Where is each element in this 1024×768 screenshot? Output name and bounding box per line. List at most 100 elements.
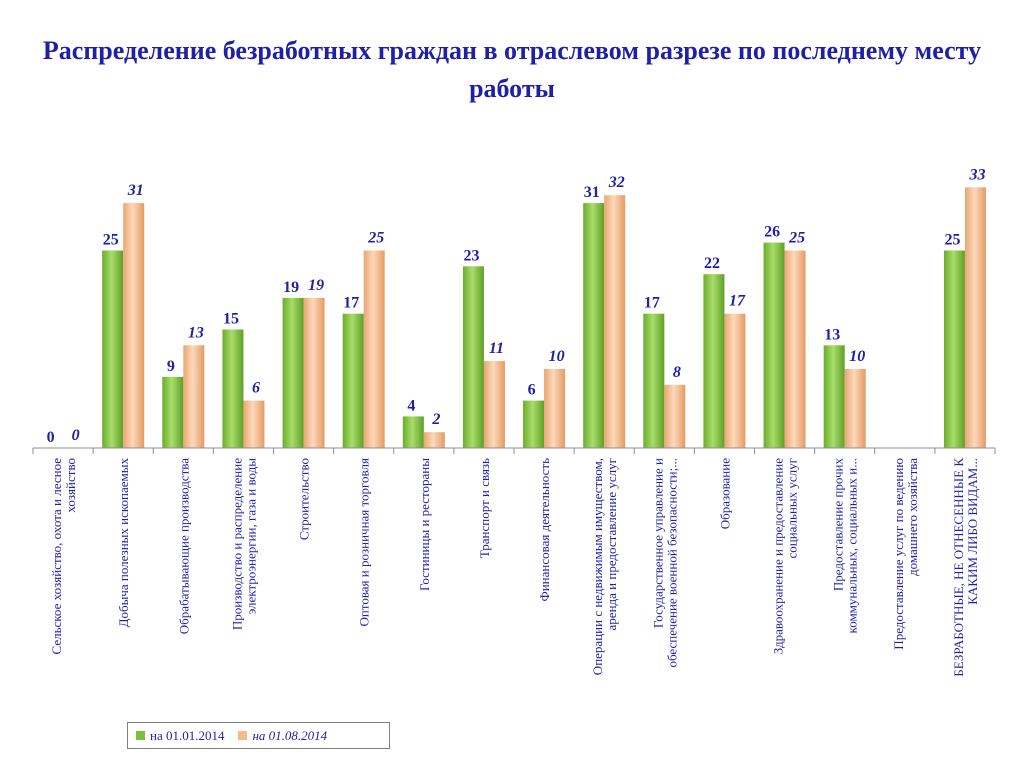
data-label-series1: 25 <box>103 232 119 249</box>
category-label-line: аренда и предоставление услуг <box>604 458 619 630</box>
category-label: Добыча полезных ископаемых <box>116 458 131 628</box>
category-label-line: Оптовая и розничная торговля <box>357 458 372 627</box>
legend: на 01.01.2014 на 01.08.2014 <box>127 722 390 749</box>
bar-series2 <box>964 187 986 449</box>
legend-label-series1: на 01.01.2014 <box>150 727 225 743</box>
data-label-series2: 32 <box>608 174 625 191</box>
category-label-line: Сельское хозяйство, охота и лесное <box>49 458 64 655</box>
category-label: Обрабатывающие производства <box>176 458 191 634</box>
legend-swatch-green <box>136 731 145 740</box>
data-label-series2: 11 <box>489 340 504 357</box>
category-label: Здравоохранение и предоставление социальн… <box>771 458 800 654</box>
data-label-series1: 4 <box>407 397 415 414</box>
bar-series2 <box>423 432 445 448</box>
data-label-series2: 17 <box>729 293 746 310</box>
data-label-series1: 15 <box>223 311 239 328</box>
bar-series2 <box>724 313 746 448</box>
category-label-line: Производство и распределение <box>229 458 244 630</box>
bar-series1 <box>102 250 124 448</box>
bar-series2 <box>123 203 145 448</box>
data-label-series2: 0 <box>72 427 80 444</box>
bar-series1 <box>342 313 364 448</box>
bar-series2 <box>664 384 686 448</box>
bar-series2 <box>183 345 205 448</box>
data-label-series1: 6 <box>528 382 536 399</box>
data-labels-group: 0 0 25 31 9 13 15 6 19 19 17 25 42 23 11 6 10 31 32 17 8 22 17… <box>47 166 986 446</box>
category-label: БЕЗРАБОТНЫЕ, НЕ ОТНЕСЕННЫЕ К КАКИМ ЛИБО В… <box>951 458 980 677</box>
data-label-series1: 9 <box>167 358 175 375</box>
bar-series2 <box>303 297 325 448</box>
category-label-line: Финансовая деятельность <box>537 458 552 602</box>
data-label-series1: 31 <box>584 184 600 201</box>
category-label-line: Строительство <box>297 458 312 540</box>
data-label-series2: 25 <box>367 230 384 247</box>
category-label: Предоставление прочих коммунальных, социа… <box>831 458 860 634</box>
category-label-line: Здравоохранение и предоставление <box>771 458 786 654</box>
category-label-line: Добыча полезных ископаемых <box>116 458 131 628</box>
legend-item-series2: на 01.08.2014 <box>238 728 327 744</box>
bar-series2 <box>243 400 265 448</box>
category-label-line: электроэнергии, газа и воды <box>243 458 258 615</box>
data-label-series2: 10 <box>849 348 865 365</box>
data-label-series2: 6 <box>252 380 260 397</box>
category-label-line: домашнего хозяйства <box>905 458 920 576</box>
category-label-line: БЕЗРАБОТНЫЕ, НЕ ОТНЕСЕННЫЕ К <box>951 458 966 677</box>
bar-series1 <box>222 329 244 448</box>
category-label-line: Операции с недвижимым имуществом, <box>590 458 605 675</box>
category-label-line: обеспечение военной безопасности;... <box>664 458 679 668</box>
data-label-series2: 10 <box>549 348 565 365</box>
bar-series2 <box>544 369 566 448</box>
bar-series1 <box>162 376 184 448</box>
data-label-series2: 31 <box>127 182 144 199</box>
category-label: Финансовая деятельность <box>537 458 552 602</box>
category-label: Государственное управление и обеспечение … <box>650 458 679 668</box>
chart-title: Распределение безработных граждан в отра… <box>42 36 982 103</box>
bar-series1 <box>763 242 785 448</box>
category-label-line: Транспорт и связь <box>477 458 492 558</box>
category-label: Оптовая и розничная торговля <box>357 458 372 627</box>
category-label-line: Государственное управление и <box>650 458 665 628</box>
category-label: Транспорт и связь <box>477 458 492 558</box>
category-label: Предоставление услуг по ведению домашнего… <box>891 458 920 650</box>
bar-series1 <box>583 203 605 448</box>
category-label: Производство и распределение электроэнерг… <box>229 458 258 630</box>
data-label-series1: 17 <box>644 295 660 312</box>
data-label-series1: 17 <box>343 295 359 312</box>
data-label-series1: 23 <box>463 247 479 264</box>
bar-series1 <box>462 266 484 448</box>
category-label: Операции с недвижимым имуществом, аренда … <box>590 458 619 675</box>
data-label-series1: 13 <box>824 326 840 343</box>
category-label-line: коммунальных, социальных и... <box>845 458 860 633</box>
category-labels-group: Сельское хозяйство, охота и лесное хозяйс… <box>49 458 980 677</box>
bars-group <box>102 187 986 449</box>
data-label-series2: 19 <box>308 277 324 294</box>
bar-series1 <box>402 416 424 448</box>
data-label-series1: 25 <box>944 232 960 249</box>
category-label-line: социальных услуг <box>785 458 800 559</box>
bar-series1 <box>823 345 845 448</box>
data-label-series2: 13 <box>188 324 204 341</box>
category-label: Строительство <box>297 458 312 540</box>
bar-series2 <box>483 361 505 448</box>
bar-series1 <box>282 297 304 448</box>
category-label-line: хозяйство <box>63 458 78 513</box>
data-label-series1: 0 <box>47 429 55 446</box>
bar-series1 <box>523 400 545 448</box>
bar-series2 <box>844 369 866 448</box>
category-label-line: Образование <box>717 458 732 529</box>
bar-series1 <box>643 313 665 448</box>
data-label-series2: 2 <box>431 411 440 428</box>
data-label-series1: 26 <box>764 224 780 241</box>
category-label-line: Обрабатывающие производства <box>176 458 191 634</box>
category-label-line: Предоставление услуг по ведению <box>891 458 906 650</box>
category-label: Сельское хозяйство, охота и лесное хозяйс… <box>49 458 78 655</box>
bar-series2 <box>604 195 626 448</box>
category-label-line: КАКИМ ЛИБО ВИДАМ... <box>965 458 980 605</box>
category-label: Гостиницы и рестораны <box>417 458 432 591</box>
category-label: Образование <box>717 458 732 529</box>
category-label-line: Предоставление прочих <box>831 458 846 592</box>
bar-series1 <box>943 250 965 448</box>
data-label-series2: 33 <box>968 166 985 183</box>
data-label-series1: 19 <box>283 279 299 296</box>
